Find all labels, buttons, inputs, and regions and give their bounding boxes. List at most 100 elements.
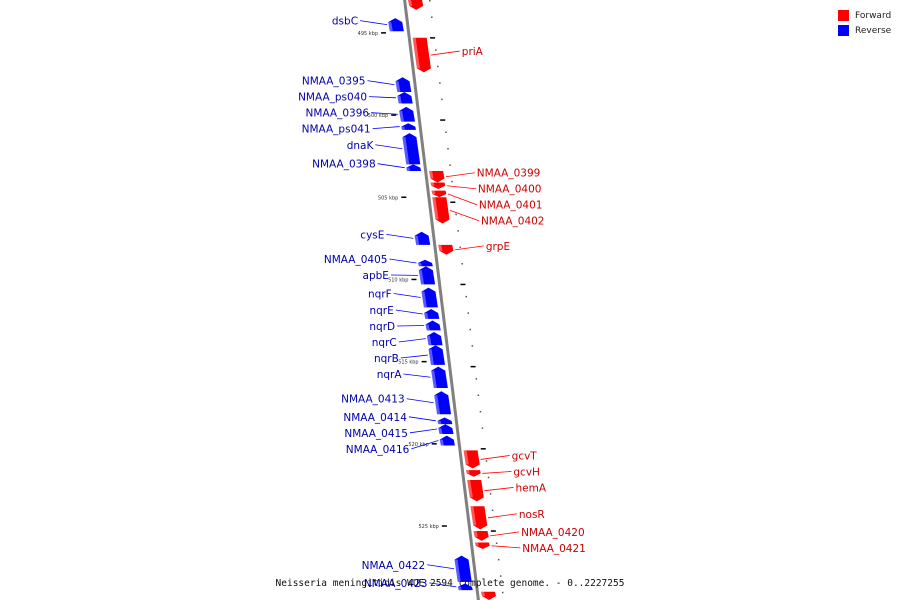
gene-NMAA_0401[interactable] [431, 190, 447, 198]
gene-label[interactable]: nqrD [369, 321, 395, 333]
gene-label[interactable]: apbE [363, 270, 389, 282]
gene-label[interactable]: nqrC [372, 337, 397, 349]
gene-arrow[interactable] [421, 287, 438, 308]
gene-NMAA_ps041[interactable] [401, 123, 417, 130]
gene-label[interactable]: NMAA_0402 [481, 216, 545, 228]
gene-NMAA_0421[interactable] [474, 542, 490, 550]
gene-arrow[interactable] [474, 542, 490, 550]
gene-arrow[interactable] [430, 182, 446, 190]
gene-arrow[interactable] [418, 266, 436, 285]
gene-cysE[interactable] [414, 231, 431, 245]
gene-gcvT[interactable] [463, 450, 480, 469]
gene-arrow[interactable] [439, 435, 455, 446]
gene-arrow[interactable] [406, 164, 422, 171]
gene-label[interactable]: NMAA_0399 [477, 168, 541, 180]
gene-arrow[interactable] [425, 320, 441, 331]
gene-arrow[interactable] [414, 231, 431, 245]
gene-label[interactable]: priA [462, 46, 484, 58]
gene-label[interactable]: nqrF [368, 289, 392, 301]
gene-arrow[interactable] [432, 197, 450, 224]
gene-arrow[interactable] [438, 424, 454, 434]
gene-gcvH[interactable] [465, 470, 481, 477]
gene-nqrE[interactable] [424, 309, 440, 319]
gene-hemA[interactable] [467, 480, 484, 502]
gene-NMAA_0422[interactable] [454, 555, 472, 582]
gene-NMAA_0398[interactable] [406, 164, 422, 171]
gene-grpE[interactable] [438, 244, 454, 255]
gene-NMAA_0416[interactable] [439, 435, 455, 446]
gene-NMAA_0402[interactable] [432, 197, 450, 224]
gene-arrow[interactable] [454, 555, 472, 582]
gene-arrow[interactable] [388, 18, 404, 32]
gene-nqrF[interactable] [421, 287, 438, 308]
gene-label[interactable]: NMAA_0413 [341, 394, 405, 406]
gene-arrow[interactable] [401, 123, 417, 130]
gene-label[interactable]: NMAA_0400 [478, 184, 542, 196]
gene-NMAA_0415[interactable] [438, 424, 454, 434]
gene-label[interactable]: NMAA_0405 [324, 254, 388, 266]
gene-arrow[interactable] [463, 450, 480, 469]
gene-label[interactable]: NMAA_0414 [343, 412, 407, 424]
gene-label[interactable]: NMAA_0415 [344, 428, 408, 440]
gene-label[interactable]: dnaK [347, 140, 375, 152]
gene-label[interactable]: NMAA_0416 [346, 444, 410, 456]
gene-label[interactable]: nosR [519, 509, 545, 521]
gene-NMAA_0396[interactable] [399, 106, 416, 122]
gene-arrow[interactable] [467, 480, 484, 502]
gene-label[interactable]: NMAA_0423 [364, 578, 428, 590]
gene-arrow[interactable] [399, 106, 416, 122]
gene-partial[interactable] [408, 0, 424, 10]
gene-arrow[interactable] [434, 391, 452, 415]
gene-label[interactable]: nqrB [374, 353, 399, 365]
gene-arrow[interactable] [457, 583, 473, 591]
gene-label[interactable]: NMAA_ps041 [302, 124, 371, 136]
gene-label[interactable]: NMAA_0396 [306, 108, 370, 120]
gene-arrow[interactable] [408, 0, 424, 10]
gene-arrow[interactable] [438, 244, 454, 255]
gene-label[interactable]: NMAA_0420 [521, 527, 585, 539]
gene-dnaK[interactable] [402, 133, 421, 165]
gene-NMAA_0423[interactable] [457, 583, 473, 591]
gene-arrow[interactable] [395, 77, 412, 93]
gene-label[interactable]: grpE [486, 241, 510, 253]
gene-nqrD[interactable] [425, 320, 441, 331]
gene-nqrC[interactable] [426, 332, 443, 346]
gene-label[interactable]: NMAA_ps040 [298, 92, 367, 104]
gene-label[interactable]: NMAA_0395 [302, 76, 366, 88]
gene-arrow[interactable] [431, 190, 447, 198]
gene-arrow[interactable] [465, 470, 481, 477]
gene-NMAA_ps040[interactable] [397, 92, 413, 104]
gene-arrow[interactable] [424, 309, 440, 319]
gene-arrow[interactable] [480, 591, 496, 600]
gene-label[interactable]: NMAA_0422 [362, 560, 426, 572]
gene-label[interactable]: NMAA_0401 [479, 200, 543, 212]
gene-partial[interactable] [480, 591, 496, 600]
gene-label[interactable]: cysE [360, 229, 384, 241]
gene-arrow[interactable] [431, 366, 448, 388]
gene-nqrA[interactable] [431, 366, 448, 388]
gene-NMAA_0399[interactable] [429, 170, 445, 183]
gene-NMAA_0413[interactable] [434, 391, 452, 415]
gene-NMAA_0400[interactable] [430, 182, 446, 190]
gene-nqrB[interactable] [428, 345, 446, 365]
gene-label[interactable]: nqrE [369, 305, 393, 317]
gene-arrow[interactable] [397, 92, 413, 104]
gene-label[interactable]: gcvH [513, 466, 540, 478]
gene-nosR[interactable] [470, 506, 488, 530]
gene-NMAA_0414[interactable] [437, 417, 453, 425]
gene-arrow[interactable] [402, 133, 421, 165]
gene-NMAA_0420[interactable] [473, 530, 489, 541]
gene-label[interactable]: NMAA_0398 [312, 159, 376, 171]
gene-arrow[interactable] [470, 506, 488, 530]
gene-apbE[interactable] [418, 266, 436, 285]
gene-arrow[interactable] [429, 170, 445, 183]
gene-arrow[interactable] [437, 417, 453, 425]
gene-arrow[interactable] [418, 259, 433, 267]
gene-arrow[interactable] [412, 37, 431, 73]
gene-label[interactable]: hemA [516, 482, 547, 494]
gene-NMAA_0405[interactable] [418, 259, 433, 267]
gene-arrow[interactable] [428, 345, 446, 365]
gene-label[interactable]: NMAA_0421 [522, 543, 586, 555]
gene-priA[interactable] [412, 37, 431, 73]
gene-dsbC[interactable] [388, 18, 404, 32]
